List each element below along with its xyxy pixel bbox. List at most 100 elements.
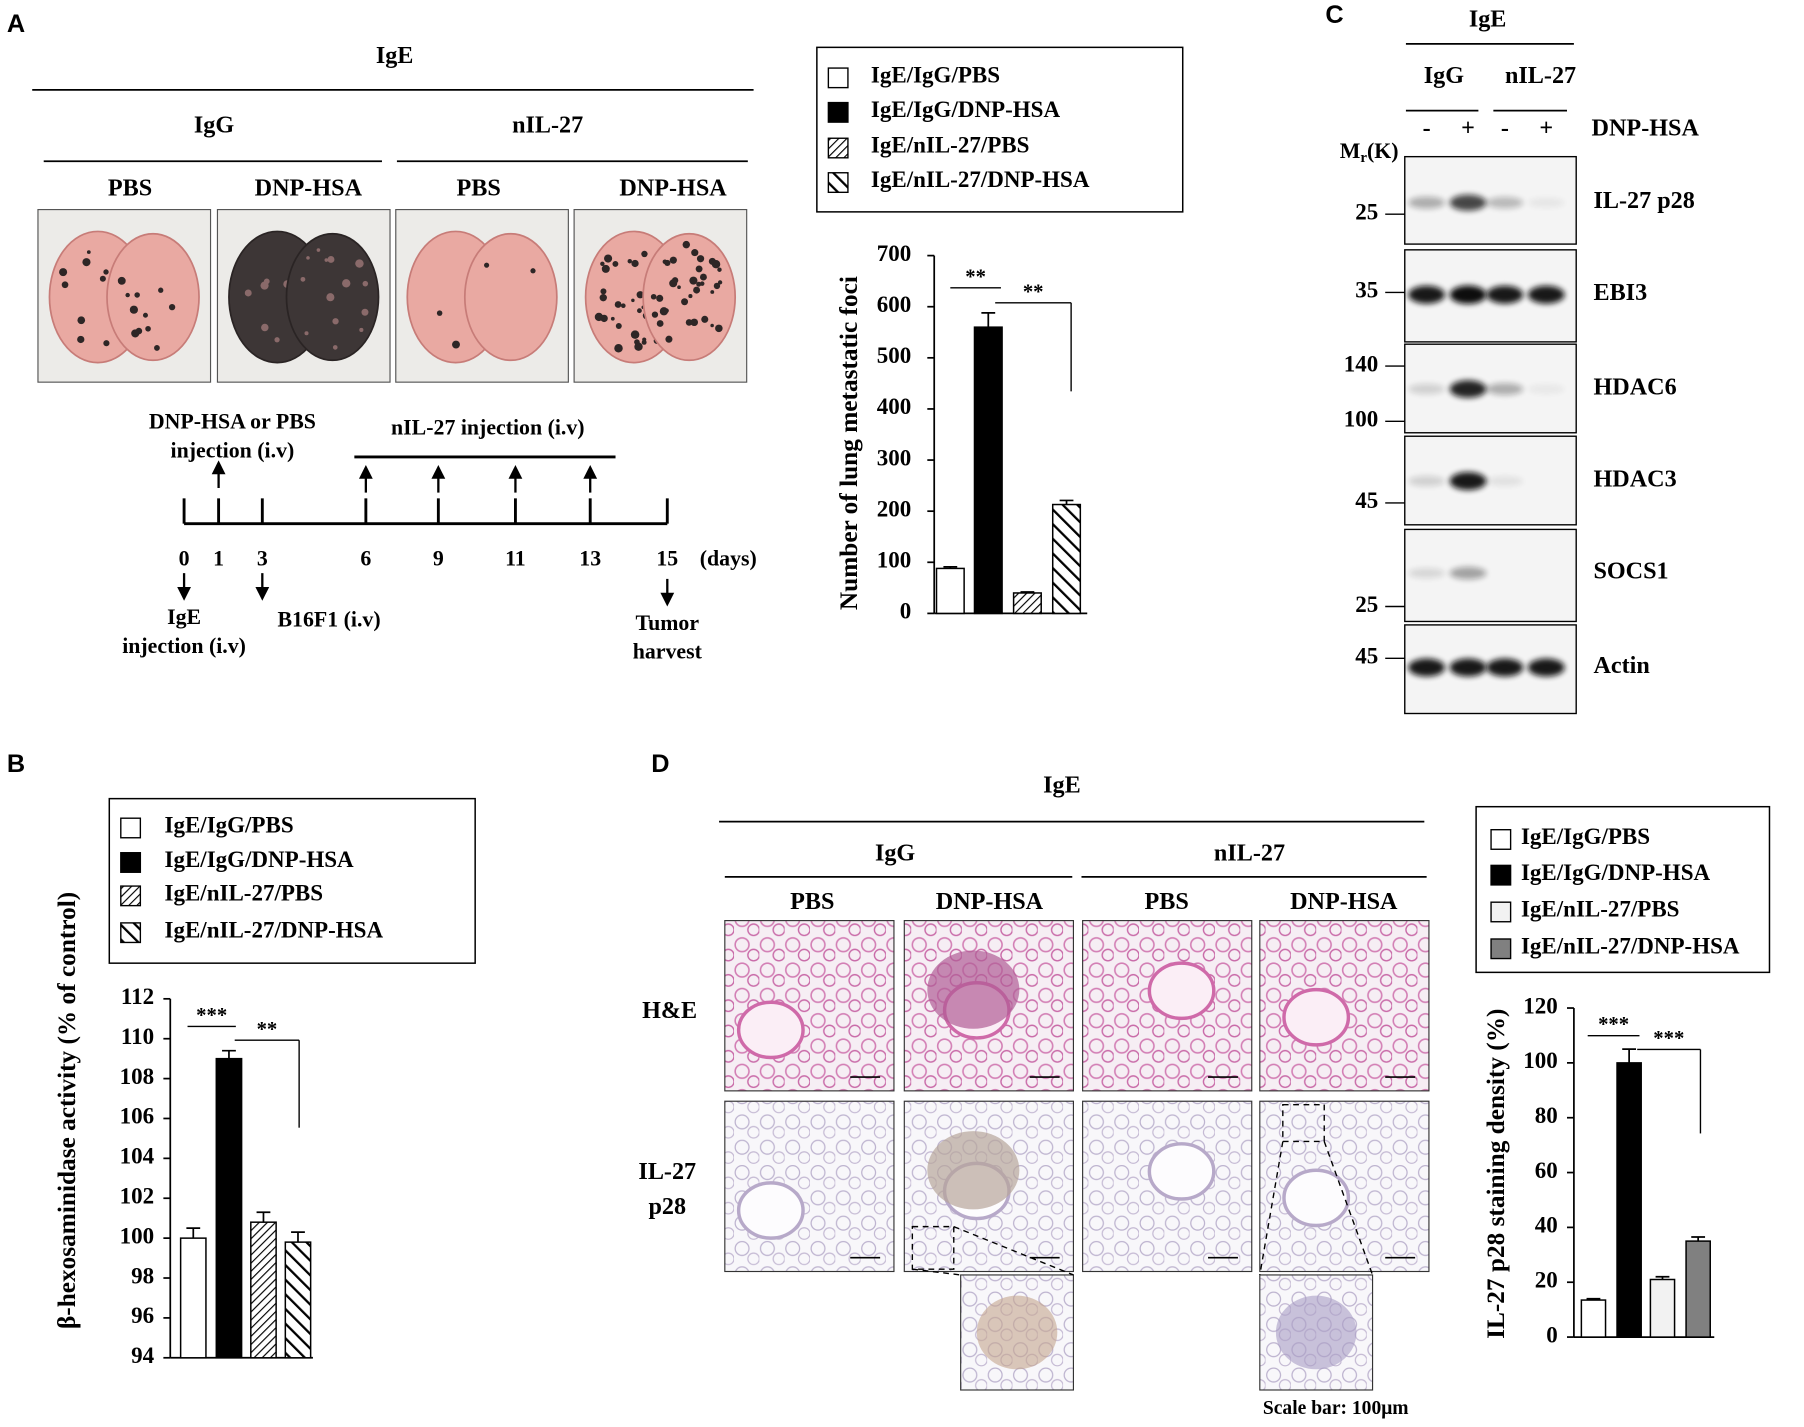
blot-label: HDAC6 <box>1593 374 1676 401</box>
lung-spot <box>620 303 626 309</box>
lung-spot <box>125 292 130 298</box>
y-tick-label: 100 <box>1523 1047 1558 1073</box>
histology-image <box>724 1100 895 1273</box>
significance-label: *** <box>1598 1014 1629 1036</box>
group-label: nIL-27 <box>512 111 583 138</box>
lung-spot <box>117 276 126 285</box>
band <box>1527 384 1565 394</box>
day-label: 0 <box>179 546 190 570</box>
lung-spot <box>77 335 85 344</box>
blot-label: IL-27 p28 <box>1593 187 1694 214</box>
lung-spot <box>436 310 443 316</box>
legend-box <box>108 797 476 964</box>
significance-label: ** <box>257 1019 278 1041</box>
y-axis-label: IL-27 p28 staining density (%) <box>1482 1009 1510 1339</box>
legend-swatch <box>1490 829 1512 850</box>
error-bar <box>291 1231 305 1243</box>
lung-spot <box>637 308 642 314</box>
arrow-head <box>255 586 270 601</box>
lung-spot <box>604 254 613 263</box>
row-label: H&E <box>642 997 697 1024</box>
lung-spot <box>615 323 622 330</box>
arrow-head <box>211 460 226 475</box>
lung-spot <box>103 269 109 275</box>
lung-spot <box>656 320 664 327</box>
histology-image <box>724 920 895 1092</box>
lung-spot <box>599 294 607 302</box>
lung-spot <box>717 267 722 272</box>
lung-spot <box>651 311 659 318</box>
y-tick-label: 106 <box>120 1103 154 1129</box>
lung-spot <box>634 342 643 351</box>
legend-label: IgE/nIL-27/DNP-HSA <box>871 166 1090 192</box>
lane-label: + <box>1461 115 1475 142</box>
lung-spot <box>86 250 91 254</box>
lung-spot-light <box>300 276 306 282</box>
arrow-head <box>177 586 191 601</box>
tumor-nodule <box>927 950 1020 1029</box>
error-bar <box>981 311 996 328</box>
lung-spot <box>641 339 647 345</box>
lung-spot <box>61 281 69 289</box>
tumor-nodule <box>927 1131 1020 1210</box>
lung-spot <box>693 286 701 294</box>
bar <box>1580 1299 1607 1338</box>
inset-cells <box>1275 1295 1357 1370</box>
arrow-head <box>583 464 598 479</box>
lung-spot <box>612 260 619 267</box>
arrow-head <box>508 464 523 479</box>
legend-label: IgE/nIL-27/PBS <box>165 880 323 906</box>
band <box>1486 658 1524 677</box>
group-label: IgG <box>875 840 915 867</box>
condition-label: PBS <box>108 175 152 202</box>
band <box>1408 383 1446 395</box>
bar <box>1649 1278 1676 1338</box>
day-label: 9 <box>433 546 444 570</box>
lung-spot <box>594 312 604 322</box>
mw-unit: (K) <box>1367 139 1399 163</box>
lung-spot <box>630 330 640 339</box>
lung-spot <box>682 240 691 249</box>
lung-spot <box>696 281 702 287</box>
lung-spot <box>690 318 698 327</box>
lung-spot-light <box>274 337 280 343</box>
band <box>1408 475 1446 487</box>
band <box>1527 658 1565 677</box>
y-tick-label: 112 <box>121 983 154 1009</box>
y-tick-label: 94 <box>131 1342 155 1368</box>
mw-marker: 45 <box>1355 487 1378 513</box>
y-tick-label: 500 <box>877 342 912 368</box>
lung-spot <box>662 259 668 265</box>
lung-spot-light <box>326 293 335 302</box>
bar <box>1685 1240 1711 1338</box>
mw-marker: 35 <box>1355 277 1378 303</box>
lung-spot <box>631 298 635 303</box>
zoom-line <box>953 1225 1074 1276</box>
scale-bar-label: Scale bar: 100μm <box>1263 1398 1409 1419</box>
lane-label: - <box>1501 115 1509 142</box>
band <box>1486 196 1524 209</box>
lung-spot-light <box>327 255 335 263</box>
condition-label: DNP-HSA <box>1290 888 1398 915</box>
lung-spot <box>99 275 106 282</box>
legend-swatch <box>1490 864 1512 886</box>
band <box>1486 383 1524 396</box>
day-unit: (days) <box>700 546 757 570</box>
label: B16F1 (i.v) <box>277 607 380 631</box>
header: IgE <box>376 42 414 69</box>
legend-swatch <box>120 885 142 907</box>
legend-label: IgE/IgG/DNP-HSA <box>1521 859 1711 885</box>
row-label: p28 <box>648 1193 686 1220</box>
y-tick-label: 100 <box>120 1222 154 1248</box>
lung-spot <box>699 281 705 286</box>
lung-spot-light <box>359 327 364 333</box>
label: nIL-27 injection (i.v) <box>391 415 585 439</box>
y-tick-label: 0 <box>1546 1321 1558 1347</box>
significance-label: *** <box>196 1005 227 1027</box>
y-tick-label: 400 <box>877 393 912 419</box>
y-tick-label: 700 <box>877 240 912 266</box>
condition-label: PBS <box>456 175 500 202</box>
error-bar <box>1586 1297 1601 1301</box>
arrow-head <box>431 464 446 479</box>
